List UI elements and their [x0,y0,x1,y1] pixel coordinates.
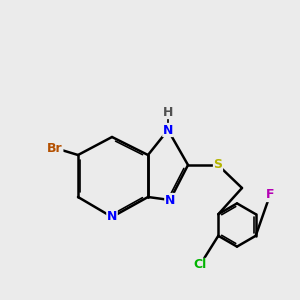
Text: N: N [107,211,117,224]
Text: S: S [214,158,223,172]
Text: H: H [163,106,173,118]
Text: F: F [266,188,274,202]
Text: N: N [165,194,175,206]
Text: Br: Br [47,142,63,154]
Text: Cl: Cl [194,259,207,272]
Text: N: N [163,124,173,136]
